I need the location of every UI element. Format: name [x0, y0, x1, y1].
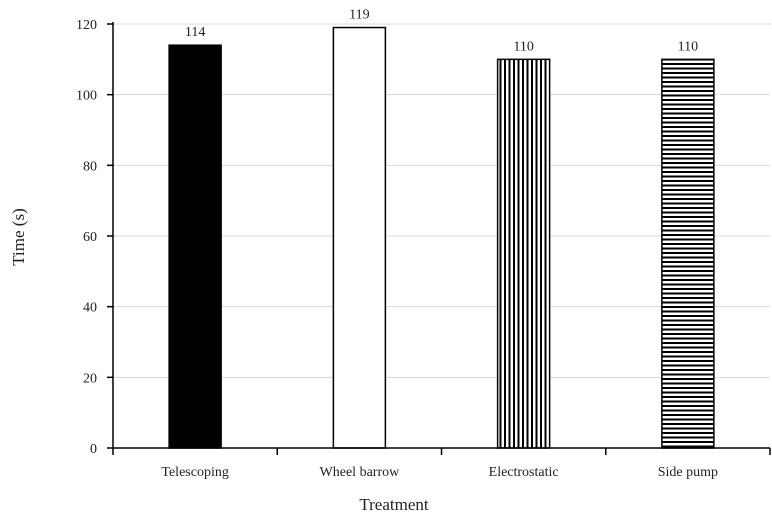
x-category-label: Electrostatic: [489, 465, 559, 480]
bar-wheel-barrow: [332, 26, 387, 449]
x-category-label: Side pump: [658, 465, 718, 480]
x-category-label: Wheel barrow: [320, 465, 401, 480]
axes: [107, 22, 771, 455]
y-tick-label: 0: [90, 442, 97, 457]
x-category-label: Telescoping: [161, 465, 228, 480]
y-tick-label: 40: [83, 301, 97, 316]
bar-side-pump: [661, 58, 715, 449]
bars: [168, 26, 715, 449]
data-label: 110: [678, 39, 698, 54]
data-labels: 114 119 110 110: [185, 8, 698, 55]
y-tick-label: 80: [83, 159, 97, 174]
y-axis-title: Time (s): [9, 208, 28, 265]
data-label: 114: [185, 25, 205, 40]
y-tick-label: 120: [76, 18, 97, 33]
data-label: 110: [513, 39, 533, 54]
y-tick-label: 60: [83, 230, 97, 245]
x-category-labels: Telescoping Wheel barrow Electrostatic Side…: [161, 465, 718, 480]
y-tick-label: 100: [76, 89, 97, 104]
y-tick-label: 20: [83, 371, 97, 386]
x-axis-title: Treatment: [359, 495, 429, 514]
data-label: 119: [349, 8, 369, 23]
y-tick-labels: 0 20 40 60 80 100 120: [76, 18, 97, 457]
bar-telescoping: [168, 44, 222, 449]
gridlines: [113, 23, 770, 378]
bar-electrostatic: [496, 58, 551, 449]
